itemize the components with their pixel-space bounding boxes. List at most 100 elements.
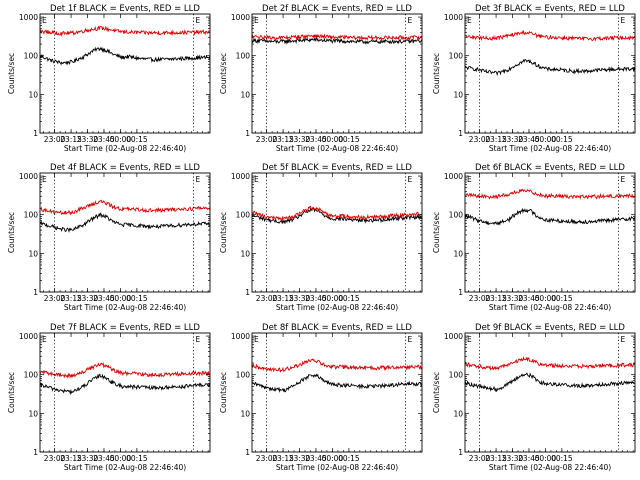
x-tick-label: 23:00 [469,135,491,144]
plot-frame [39,172,211,293]
y-axis-label: Counts/sec [432,212,441,253]
x-tick-label: 23:45 [518,454,540,463]
y-tick-label: 1 [245,129,250,138]
y-tick-label: 100 [236,211,251,220]
x-axis-label: Start Time (02-Aug-08 22:46:40) [276,144,398,153]
y-tick-label: 1000 [19,332,38,341]
panel-title: Det 9f BLACK = Events, RED = LLD [475,323,625,333]
x-tick-label: 23:30 [502,294,524,303]
x-tick-label: 23:00 [256,454,278,463]
x-tick-label: 00:15 [126,454,148,463]
y-tick-label: 1000 [231,13,250,22]
y-axis-label: Counts/sec [7,212,16,253]
x-tick-label: 00:15 [338,135,360,144]
marker-label: E [254,335,259,344]
x-tick-label: 23:00 [469,454,491,463]
y-axis-label: Counts/sec [219,53,228,94]
y-tick-label: 100 [449,371,464,380]
marker-label: E [42,175,47,184]
x-tick-label: 23:45 [93,454,115,463]
plot-frame [39,332,211,453]
y-tick-label: 10 [28,90,38,99]
x-tick-label: 23:15 [272,294,294,303]
x-tick-label: 00:15 [338,454,360,463]
y-tick-label: 10 [240,409,250,418]
y-tick-label: 10 [453,90,463,99]
marker-label: E [467,175,472,184]
x-tick-label: 23:30 [289,294,311,303]
panel-title: Det 5f BLACK = Events, RED = LLD [262,163,412,173]
x-tick-label: 23:00 [44,294,66,303]
x-tick-label: 23:15 [60,454,82,463]
lld-series-line [251,358,423,373]
x-tick-label: 23:00 [256,294,278,303]
panel-title: Det 8f BLACK = Events, RED = LLD [262,323,412,333]
y-tick-label: 1000 [444,13,463,22]
y-tick-label: 1000 [231,172,250,181]
y-tick-label: 10 [453,249,463,258]
y-tick-label: 1000 [19,172,38,181]
marker-label: E [621,175,626,184]
x-tick-label: 00:00 [322,135,344,144]
x-axis-label: Start Time (02-Aug-08 22:46:40) [489,144,611,153]
events-series-line [40,373,211,396]
x-tick-label: 23:45 [518,135,540,144]
y-tick-label: 100 [236,52,251,61]
x-tick-label: 23:15 [485,454,507,463]
x-tick-label: 23:15 [60,294,82,303]
x-tick-label: 00:00 [110,135,132,144]
lld-series-line [464,355,636,371]
y-tick-label: 1 [33,129,38,138]
x-tick-label: 23:15 [485,135,507,144]
marker-label: E [196,175,201,184]
y-tick-label: 10 [28,409,38,418]
x-tick-label: 00:00 [110,294,132,303]
y-tick-label: 1 [458,129,463,138]
marker-label: E [621,335,626,344]
x-tick-label: 00:15 [126,135,148,144]
x-axis-label: Start Time (02-Aug-08 22:46:40) [276,303,398,312]
x-tick-label: 00:00 [535,135,557,144]
y-tick-label: 1 [245,448,250,457]
marker-label: E [42,335,47,344]
y-tick-label: 1 [33,288,38,297]
y-tick-label: 1000 [444,172,463,181]
y-tick-label: 1000 [231,332,250,341]
x-tick-label: 23:15 [272,454,294,463]
marker-label: E [467,16,472,25]
x-axis-label: Start Time (02-Aug-08 22:46:40) [64,303,186,312]
panel-title: Det 6f BLACK = Events, RED = LLD [475,163,625,173]
x-tick-label: 23:30 [289,135,311,144]
x-tick-label: 23:30 [502,135,524,144]
x-tick-label: 00:15 [551,454,573,463]
marker-label: E [196,335,201,344]
x-tick-label: 23:15 [485,294,507,303]
y-axis-label: Counts/sec [432,53,441,94]
y-tick-label: 10 [240,249,250,258]
lld-series-line [464,29,636,42]
y-axis-label: Counts/sec [219,212,228,253]
x-tick-label: 23:30 [289,454,311,463]
x-tick-label: 23:00 [256,135,278,144]
plot-frame [39,13,211,134]
panel-title: Det 1f BLACK = Events, RED = LLD [50,4,200,14]
x-axis-label: Start Time (02-Aug-08 22:46:40) [489,463,611,472]
events-series-line [464,372,635,393]
x-tick-label: 23:15 [60,135,82,144]
marker-label: E [467,335,472,344]
marker-label: E [196,16,201,25]
y-tick-label: 100 [24,371,39,380]
lld-series-line [39,25,210,37]
y-tick-label: 100 [449,211,464,220]
x-tick-label: 00:00 [535,454,557,463]
y-tick-label: 100 [24,52,39,61]
x-tick-label: 23:45 [305,294,327,303]
lld-series-line [40,362,211,380]
marker-label: E [254,16,259,25]
